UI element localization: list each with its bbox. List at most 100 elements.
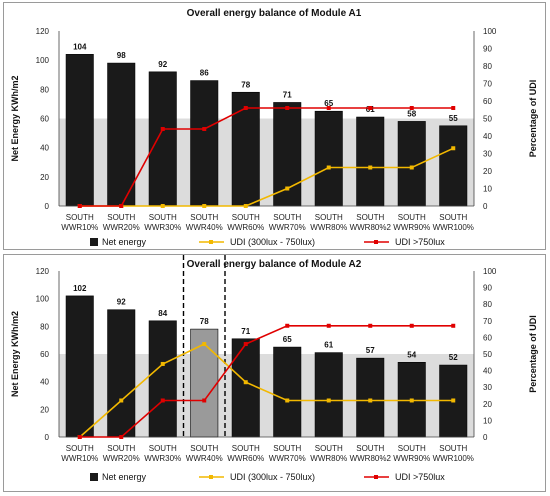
series-marker [202,398,207,403]
x-tick-label: SOUTH [398,213,426,222]
x-tick-label: WWR90% [393,454,430,463]
series-marker [326,323,331,328]
x-tick-label: WWR30% [144,223,181,232]
legend-swatch-marker [209,240,213,244]
x-tick-label: SOUTH [66,444,94,453]
x-tick-label: WWR80% [310,454,347,463]
series-marker [368,165,373,170]
series-marker [285,106,290,110]
series-marker [160,361,165,366]
series-marker [160,398,165,403]
y2-tick-label: 10 [483,416,492,425]
x-tick-label: WWR80%2 [350,454,392,463]
y2-tick-label: 70 [483,317,492,326]
series-marker [451,323,456,328]
bar-value-label: 104 [73,42,87,51]
bar-value-label: 92 [158,60,167,69]
y-tick-label: 80 [40,322,49,331]
series-marker [119,204,124,208]
x-tick-label: SOUTH [190,444,218,453]
series-marker [119,398,124,403]
x-tick-label: SOUTH [273,213,301,222]
x-tick-label: SOUTH [149,213,177,222]
bar-value-label: 98 [117,51,126,60]
series-marker [285,398,290,403]
y2-tick-label: 30 [483,383,492,392]
y2-tick-label: 100 [483,267,497,276]
y2-tick-label: 0 [483,202,488,211]
y-tick-label: 40 [40,378,49,387]
x-tick-label: WWR80%2 [350,223,392,232]
series-line [79,343,454,438]
chart-panel-a2: 0 20 40 60 80 100 120 0 10 20 30 40 50 60 70 80 90 100 102… [3,254,546,492]
bar-value-label: 78 [241,80,250,89]
series-marker [368,323,373,328]
legend-label: UDI (300lux - 750lux) [230,472,315,482]
legend-label: Net energy [102,472,147,482]
series-marker [243,106,248,110]
x-tick-label: WWR90% [393,223,430,232]
series-marker [368,398,373,403]
series-marker [243,380,248,385]
chart-title: Overall energy balance of Module A1 [187,8,362,19]
x-tick-label: SOUTH [190,213,218,222]
x-tick-label: WWR20% [103,454,140,463]
bar-value-label: 71 [283,90,292,99]
bar [107,62,136,207]
series-marker [202,204,207,208]
series-marker [409,165,414,170]
y2-tick-label: 80 [483,62,492,71]
y2-tick-label: 70 [483,80,492,89]
x-tick-label: WWR100% [433,223,474,232]
y-tick-label: 60 [40,115,49,124]
y-axis-title: Net Energy KWh/m2 [10,311,20,397]
bar-value-label: 92 [117,298,126,307]
y2-tick-label: 20 [483,400,492,409]
bar-value-label: 57 [366,346,375,355]
y2-tick-label: 20 [483,167,492,176]
bar-value-label: 61 [324,341,333,350]
series-marker [285,323,290,328]
bar [314,352,343,438]
chart-panel-a1: 0 20 40 60 80 100 120 0 10 20 30 40 50 60 70 80 90 100 104… [3,2,546,250]
bar-value-label: 84 [158,309,167,318]
x-tick-label: WWR80% [310,223,347,232]
series-line [79,325,454,438]
y2-tick-label: 100 [483,27,497,36]
y2-tick-label: 30 [483,150,492,159]
y-tick-label: 0 [45,202,50,211]
chart-a1: 0 20 40 60 80 100 120 0 10 20 30 40 50 60 70 80 90 100 104… [10,8,538,247]
bar [231,338,260,438]
x-tick-label: WWR60% [227,223,264,232]
chart-a2: 0 20 40 60 80 100 120 0 10 20 30 40 50 60 70 80 90 100 102… [10,255,538,482]
bar-value-label: 102 [73,284,87,293]
x-tick-label: SOUTH [356,444,384,453]
bar [65,295,94,438]
x-tick-label: SOUTH [232,213,260,222]
x-tick-label: SOUTH [107,213,135,222]
series-marker [326,398,331,403]
bar [314,110,343,207]
bar [190,80,219,207]
series-marker [451,398,456,403]
series-marker [409,398,414,403]
y2-tick-label: 90 [483,284,492,293]
bar [148,71,177,207]
legend-swatch-bar [90,238,98,246]
x-tick-label: WWR60% [227,454,264,463]
series-marker [285,186,290,191]
bar [190,328,219,438]
series-marker [409,106,414,110]
x-tick-label: WWR70% [269,454,306,463]
series-marker [451,106,456,110]
y2-axis-title: Percentage of UDI [528,80,538,158]
series-marker [451,146,456,151]
legend-label: UDI (300lux - 750lux) [230,237,315,247]
x-tick-label: SOUTH [439,444,467,453]
bar-value-label: 71 [241,327,250,336]
series-marker [160,127,165,131]
y-tick-label: 0 [45,433,50,442]
x-tick-label: WWR30% [144,454,181,463]
bar-value-label: 78 [200,317,209,326]
series-line [79,107,454,207]
